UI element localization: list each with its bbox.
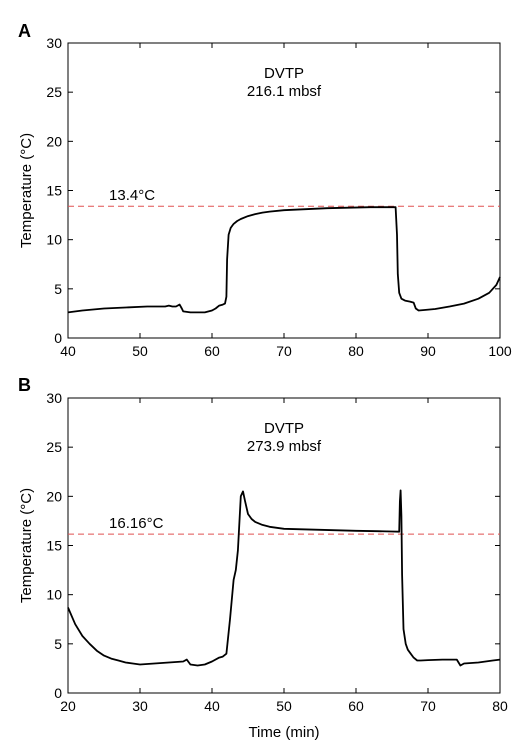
y-axis-label: Temperature (°C) <box>18 133 35 248</box>
x-tick-label: 100 <box>488 343 512 359</box>
y-tick-label: 0 <box>54 685 62 701</box>
x-tick-label: 70 <box>276 343 292 359</box>
x-tick-label: 50 <box>132 343 148 359</box>
panel-a: A DVTP 216.1 mbsf Temperature (°C) 40 50 6… <box>18 21 512 359</box>
y-tick-label: 25 <box>46 84 62 100</box>
x-tick-label: 60 <box>204 343 220 359</box>
x-tick-label: 80 <box>348 343 364 359</box>
x-tick-label: 40 <box>60 343 76 359</box>
y-tick-label: 15 <box>46 538 62 554</box>
y-tick-label: 10 <box>46 232 62 248</box>
y-tick-label: 5 <box>54 636 62 652</box>
chart-title: DVTP <box>264 65 304 82</box>
y-tick-label: 0 <box>54 330 62 346</box>
y-tick-label: 30 <box>46 35 62 51</box>
series-line <box>67 206 501 314</box>
panel-b: B DVTP 273.9 mbsf Temperature (°C) Time … <box>18 375 508 741</box>
x-tick-label: 30 <box>132 698 148 714</box>
x-tick-label: 70 <box>420 698 436 714</box>
x-axis-label: Time (min) <box>248 724 319 741</box>
y-tick-label: 15 <box>46 183 62 199</box>
reference-line-label: 16.16°C <box>109 515 164 532</box>
panel-label: B <box>18 375 31 395</box>
x-tick-label: 90 <box>420 343 436 359</box>
chart-title: DVTP <box>264 420 304 437</box>
reference-line-label: 13.4°C <box>109 187 155 204</box>
x-tick-label: 50 <box>276 698 292 714</box>
y-tick-label: 30 <box>46 390 62 406</box>
y-tick-label: 5 <box>54 281 62 297</box>
chart-subtitle: 216.1 mbsf <box>247 83 322 100</box>
x-tick-label: 60 <box>348 698 364 714</box>
x-tick-label: 40 <box>204 698 220 714</box>
y-tick-label: 10 <box>46 587 62 603</box>
chart-subtitle: 273.9 mbsf <box>247 438 322 455</box>
y-axis-label: Temperature (°C) <box>18 488 35 603</box>
panel-label: A <box>18 21 31 41</box>
y-tick-label: 20 <box>46 133 62 149</box>
x-tick-label: 20 <box>60 698 76 714</box>
x-tick-label: 80 <box>492 698 508 714</box>
series-line <box>67 489 501 667</box>
y-tick-label: 20 <box>46 488 62 504</box>
y-tick-label: 25 <box>46 439 62 455</box>
